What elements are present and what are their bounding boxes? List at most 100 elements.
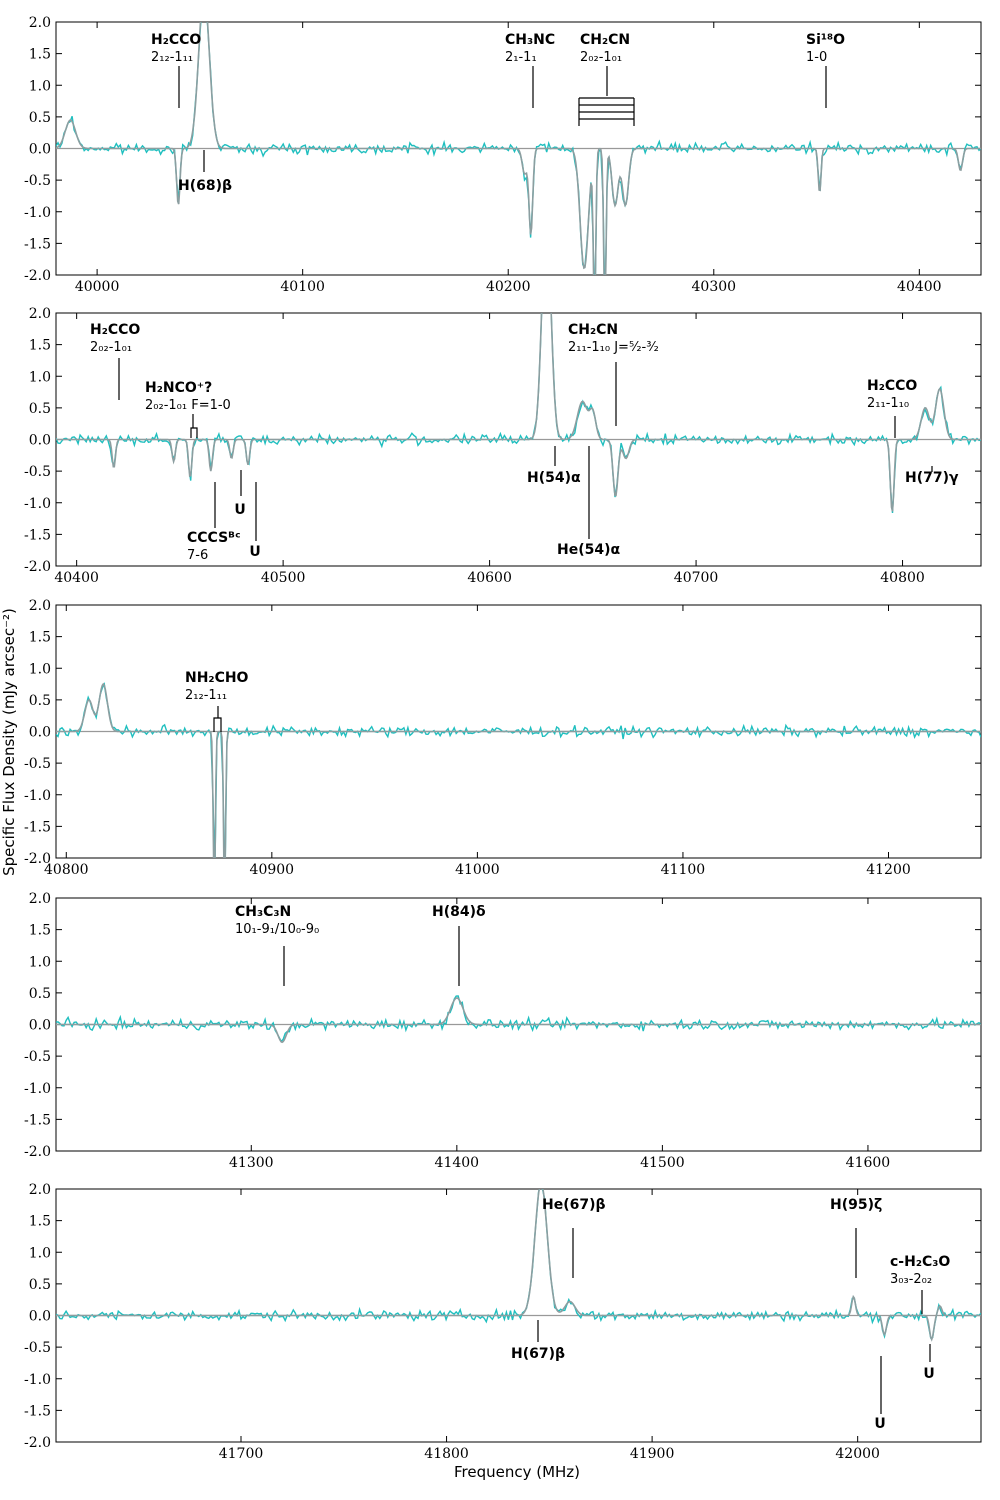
y-tick-label: 0.5 — [29, 986, 51, 1002]
x-tick-label: 41800 — [424, 1446, 469, 1462]
y-tick-label: 0.5 — [29, 110, 51, 126]
x-tick-label: 41700 — [219, 1446, 264, 1462]
y-tick-label: 0.5 — [29, 1277, 51, 1293]
line-label-h95z: H(95)ζ — [830, 1197, 882, 1213]
y-tick-label: -1.0 — [24, 788, 51, 804]
y-tick-label: 1.5 — [29, 923, 51, 939]
y-tick-label: 0.5 — [29, 401, 51, 417]
line-label-nh2cho: NH₂CHO — [185, 670, 249, 686]
y-tick-label: 1.5 — [29, 1214, 51, 1230]
y-tick-label: 0.0 — [29, 142, 51, 158]
line-label-ch2cn-b: CH₂CN — [568, 322, 618, 338]
line-label-h2nco: H₂NCO⁺? — [145, 380, 212, 396]
model-spectrum — [56, 22, 981, 275]
x-tick-label: 40100 — [280, 279, 325, 295]
x-tick-label: 40400 — [897, 279, 942, 295]
line-label-u1: U — [234, 502, 245, 518]
line-transition-h2cco: 2₁₂-1₁₁ — [151, 50, 193, 65]
spectrum-panel-5: 2.0 1.5 1.0 0.5 0.0 -0.5 -1.0 -1.5 -2.0 41700 4180… — [24, 1182, 982, 1462]
y-tick-label: 2.0 — [29, 1182, 51, 1198]
y-tick-label: 1.0 — [29, 954, 51, 970]
x-tick-label: 40000 — [75, 279, 120, 295]
y-tick-label: 0.0 — [29, 1309, 51, 1325]
y-tick-label: -1.5 — [24, 1112, 51, 1128]
y-tick-label: -1.0 — [24, 1081, 51, 1097]
line-label-u4: U — [923, 1366, 934, 1382]
x-tick-label: 41600 — [846, 1155, 891, 1171]
line-label-h77g: H(77)γ — [905, 470, 959, 486]
y-tick-label: 2.0 — [29, 598, 51, 614]
y-tick-label: -1.5 — [24, 527, 51, 543]
line-transition-si18o: 1-0 — [806, 50, 827, 65]
line-transition-ch3nc: 2₁-1₁ — [505, 50, 537, 65]
y-tick-label: -1.5 — [24, 819, 51, 835]
line-transition-nh2cho: 2₁₂-1₁₁ — [185, 688, 227, 703]
model-spectrum — [56, 313, 981, 512]
spectrum-panel-4: 2.0 1.5 1.0 0.5 0.0 -0.5 -1.0 -1.5 -2.0 41300 4140… — [24, 891, 982, 1171]
y-tick-label: -0.5 — [24, 173, 51, 189]
x-tick-label: 41900 — [630, 1446, 675, 1462]
y-tick-label: 1.0 — [29, 369, 51, 385]
y-tick-label: -0.5 — [24, 464, 51, 480]
y-tick-label: -2.0 — [24, 268, 51, 284]
line-label-h2cco-b: H₂CCO — [867, 378, 917, 394]
y-tick-label: 1.0 — [29, 1245, 51, 1261]
line-transition-ch2cn-b: 2₁₁-1₁₀ J=⁵⁄₂-³⁄₂ — [568, 340, 659, 355]
x-tick-label: 40800 — [880, 570, 925, 586]
x-tick-label: 41000 — [455, 862, 500, 878]
y-tick-label: 1.5 — [29, 338, 51, 354]
y-tick-label: -2.0 — [24, 1435, 51, 1451]
observed-spectrum — [56, 313, 981, 514]
x-tick-label: 40700 — [674, 570, 719, 586]
doublet-bracket — [213, 717, 222, 732]
model-spectrum — [56, 682, 981, 858]
y-tick-label: -0.5 — [24, 1049, 51, 1065]
x-tick-label: 40300 — [692, 279, 737, 295]
x-tick-label: 40400 — [54, 570, 99, 586]
observed-spectrum — [56, 995, 981, 1043]
line-label-cccs: CCCSᴮᶜ — [187, 530, 241, 546]
y-tick-label: 1.0 — [29, 661, 51, 677]
x-tick-label: 42000 — [835, 1446, 880, 1462]
y-tick-label: -2.0 — [24, 1144, 51, 1160]
line-label-ch2cn: CH₂CN — [580, 32, 630, 48]
x-tick-label: 41200 — [866, 862, 911, 878]
model-spectrum — [56, 997, 981, 1044]
line-label-ch3c3n: CH₃C₃N — [235, 904, 291, 920]
line-label-h2cco: H₂CCO — [151, 32, 201, 48]
line-label-h84d: H(84)δ — [432, 904, 486, 920]
line-transition-h2cco-b: 2₁₁-1₁₀ — [867, 396, 909, 411]
y-tick-label: -1.0 — [24, 496, 51, 512]
y-tick-label: 2.0 — [29, 891, 51, 907]
y-axis-title: Specific Flux Density (mJy arcsec⁻²) — [0, 608, 18, 876]
x-axis-title: Frequency (MHz) — [454, 1463, 580, 1481]
y-tick-label: 1.5 — [29, 47, 51, 63]
y-tick-label: -1.5 — [24, 1403, 51, 1419]
x-tick-label: 40900 — [250, 862, 295, 878]
x-tick-label: 40200 — [486, 279, 531, 295]
line-label-h67b: H(67)β — [511, 1346, 565, 1362]
x-tick-label: 40800 — [44, 862, 89, 878]
line-label-he54a: He(54)α — [557, 542, 620, 558]
line-label-h2cco-a: H₂CCO — [90, 322, 140, 338]
spectrum-panel-1: 2.0 1.5 1.0 0.5 0.0 -0.5 -1.0 -1.5 -2.0 40000 4010… — [24, 15, 982, 295]
observed-spectrum — [56, 681, 981, 858]
line-transition-h2nco: 2₀₂-1₀₁ F=1-0 — [145, 398, 231, 413]
x-tick-label: 41400 — [435, 1155, 480, 1171]
line-label-u2: U — [249, 544, 260, 560]
y-tick-label: -1.0 — [24, 205, 51, 221]
y-tick-label: -2.0 — [24, 851, 51, 867]
line-label-si18o: Si¹⁸O — [806, 32, 845, 48]
line-transition-ch3c3n: 10₁-9₁/10₀-9₀ — [235, 922, 319, 937]
line-transition-c-h2c3o: 3₀₃-2₀₂ — [890, 1272, 932, 1287]
x-tick-label: 40500 — [261, 570, 306, 586]
y-tick-label: -1.5 — [24, 236, 51, 252]
x-tick-label: 40600 — [467, 570, 512, 586]
x-tick-label: 41500 — [640, 1155, 685, 1171]
y-tick-label: 2.0 — [29, 306, 51, 322]
y-tick-label: 0.0 — [29, 725, 51, 741]
y-tick-label: 0.0 — [29, 1018, 51, 1034]
x-tick-label: 41100 — [661, 862, 706, 878]
line-transition-ch2cn: 2₀₂-1₀₁ — [580, 50, 622, 65]
